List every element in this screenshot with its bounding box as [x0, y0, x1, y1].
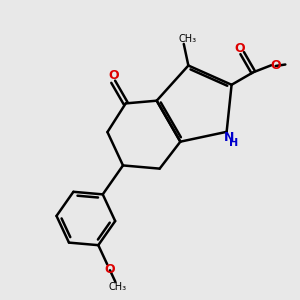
Text: O: O: [104, 263, 115, 276]
Text: O: O: [271, 59, 281, 73]
Text: O: O: [234, 41, 244, 55]
Text: H: H: [230, 138, 238, 148]
Text: O: O: [108, 69, 119, 82]
Text: N: N: [224, 131, 234, 144]
Text: CH₃: CH₃: [178, 34, 196, 44]
Text: CH₃: CH₃: [109, 281, 127, 292]
